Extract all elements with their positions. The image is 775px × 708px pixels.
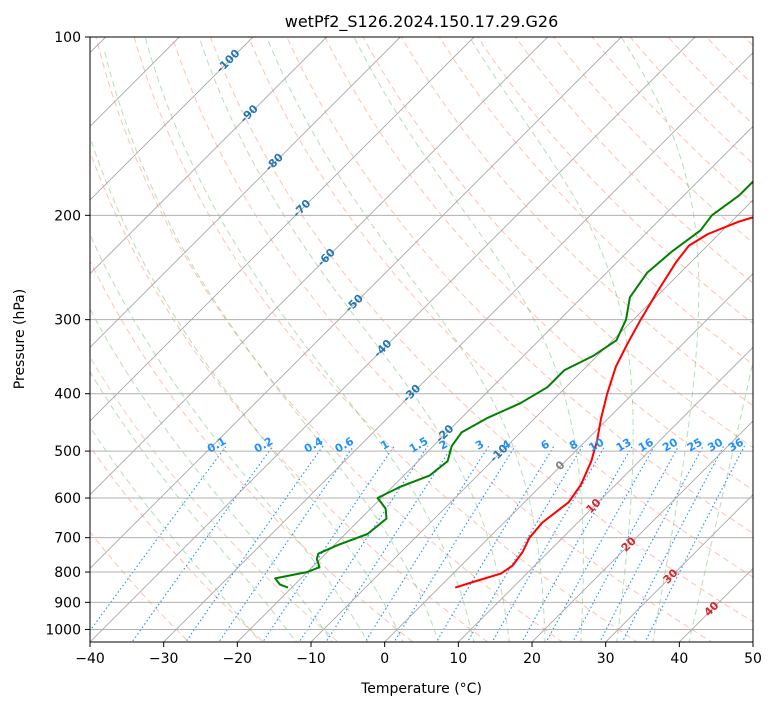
isotherm-line	[163, 52, 753, 642]
isotherms	[90, 37, 753, 642]
x-tick-label: 10	[449, 651, 467, 667]
x-axis-ticks: −40 −30 −20 −10 0 10 20 30 40 50	[75, 642, 762, 667]
moist-adiabat	[90, 370, 297, 642]
y-tick-label: 300	[54, 313, 81, 329]
y-tick-label: 400	[54, 387, 81, 403]
isotherm-line	[90, 37, 548, 496]
isotherm-line	[90, 37, 475, 422]
y-tick-label: 1000	[45, 622, 81, 638]
mixing-ratio-line	[218, 445, 355, 642]
x-axis-title: Temperature (°C)	[360, 681, 482, 697]
dry-adiabat	[286, 37, 753, 534]
x-tick-label: 20	[523, 651, 541, 667]
chart-title: wetPf2_S126.2024.150.17.29.G26	[285, 12, 559, 32]
x-tick-label: −10	[296, 651, 326, 667]
dewpoint-profile	[274, 180, 753, 589]
x-tick-label: −30	[149, 651, 179, 667]
moist-adiabat	[90, 426, 261, 642]
dry-adiabat	[553, 37, 753, 244]
dry-adiabat	[629, 37, 753, 165]
isotherm-line	[90, 37, 254, 201]
y-tick-label: 800	[54, 565, 81, 581]
moist-adiabat	[103, 49, 440, 642]
isotherm-line	[531, 420, 753, 642]
y-axis-title: Pressure (hPa)	[12, 289, 28, 389]
x-tick-label: 0	[380, 651, 389, 667]
isotherm-line	[90, 37, 401, 348]
y-axis-ticks: 1000 900 800 700 600 500 400 300 200 100	[45, 30, 90, 638]
mixing-ratio-line	[644, 445, 746, 642]
plot-area: -100-90-80-70-60-50-40-30-20-10010203040…	[90, 37, 753, 642]
dry-adiabat	[95, 37, 564, 642]
y-tick-label: 700	[54, 531, 81, 547]
dry-adiabat	[90, 259, 414, 642]
dry-adiabat	[248, 37, 753, 578]
dry-adiabats	[90, 37, 753, 642]
dry-adiabat	[400, 37, 753, 407]
isotherm-line	[605, 494, 753, 642]
dry-adiabat	[133, 37, 638, 642]
isotherm-line	[90, 37, 622, 569]
moist-adiabat	[90, 232, 369, 642]
moist-adiabat	[688, 358, 753, 642]
moist-adiabat	[266, 37, 546, 642]
y-tick-label: 600	[54, 491, 81, 507]
plot-frame	[89, 36, 754, 643]
isotherm-line	[90, 37, 696, 642]
isotherm-line	[310, 199, 753, 642]
isotherm-line	[237, 125, 753, 642]
moist-adiabat	[90, 135, 404, 642]
dry-adiabat	[476, 37, 753, 325]
dry-adiabat	[90, 356, 339, 642]
dry-adiabat	[324, 37, 753, 491]
dry-adiabat	[90, 531, 190, 642]
dry-adiabat	[171, 37, 713, 642]
dry-adiabat	[362, 37, 753, 449]
x-tick-label: 30	[597, 651, 615, 667]
isotherm-line	[384, 273, 753, 642]
moist-adiabat	[353, 37, 584, 642]
temperature-profile	[454, 216, 753, 589]
profile-series	[274, 180, 753, 589]
y-tick-label: 200	[54, 208, 81, 224]
isotherm-line	[90, 37, 327, 275]
dry-adiabat	[209, 37, 753, 623]
moist-adiabat	[468, 37, 634, 642]
dry-adiabat	[591, 37, 753, 204]
isotherm-line	[458, 346, 753, 642]
x-tick-label: 50	[744, 651, 762, 667]
moist-adiabat	[620, 37, 700, 642]
dry-adiabat	[515, 37, 753, 284]
pressure-gridlines	[90, 37, 753, 630]
x-tick-label: −20	[223, 651, 253, 667]
y-tick-label: 500	[54, 444, 81, 460]
x-tick-label: 40	[670, 651, 688, 667]
x-tick-label: −40	[75, 651, 105, 667]
y-tick-label: 900	[54, 595, 81, 611]
dry-adiabat	[667, 37, 753, 125]
y-tick-label: 100	[54, 30, 81, 46]
moist-adiabat	[198, 37, 510, 642]
dry-adiabat	[438, 37, 753, 366]
moist-adiabat	[144, 37, 475, 642]
